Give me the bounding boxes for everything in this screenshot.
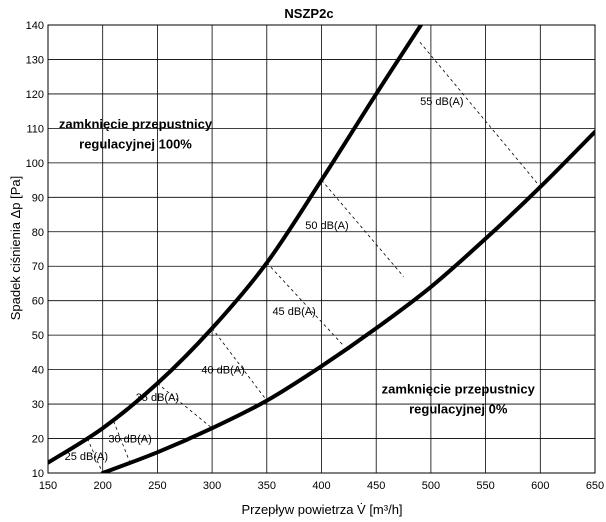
annotation-text: zamknięcie przepustnicy <box>382 382 536 397</box>
x-axis-label: Przepływ powietrza V̇ [m³/h] <box>241 502 402 517</box>
tick-labels: 150 200 250 300 350 400 450 500 550 600 650 10 20 30 4… <box>26 20 605 492</box>
y-tick-label: 50 <box>32 330 44 342</box>
db-line <box>157 383 213 429</box>
y-tick-label: 140 <box>26 20 44 32</box>
annotation-text: zamknięcie przepustnicy <box>59 116 213 131</box>
y-tick-label: 90 <box>32 192 44 204</box>
db-label: 30 dB(A) <box>108 434 151 446</box>
y-tick-label: 60 <box>32 296 44 308</box>
y-tick-label: 20 <box>32 434 44 446</box>
y-tick-label: 80 <box>32 227 44 239</box>
chart-title: NSZP2c <box>284 6 333 21</box>
db-label: 40 dB(A) <box>201 365 244 377</box>
db-line <box>87 438 104 474</box>
y-tick-label: 10 <box>32 468 44 480</box>
y-tick-label: 100 <box>26 158 44 170</box>
x-tick-label: 600 <box>531 480 549 492</box>
curves <box>48 25 595 473</box>
x-tick-label: 150 <box>39 480 57 492</box>
db-label: 55 dB(A) <box>420 96 463 108</box>
annotation-text: regulacyjnej 100% <box>79 136 192 151</box>
db-label: 50 dB(A) <box>305 220 348 232</box>
x-tick-label: 200 <box>94 480 112 492</box>
x-tick-label: 550 <box>476 480 494 492</box>
annotation-text: regulacyjnej 0% <box>409 402 508 417</box>
y-tick-label: 40 <box>32 365 44 377</box>
x-tick-label: 350 <box>258 480 276 492</box>
db-line <box>266 262 344 346</box>
db-lines: 25 dB(A)30 dB(A)35 dB(A)40 dB(A)45 dB(A)… <box>65 41 541 474</box>
series-line-2 <box>100 129 595 473</box>
y-axis-label: Spadek ciśnienia Δp [Pa] <box>8 176 23 321</box>
grid <box>47 24 596 474</box>
x-tick-label: 300 <box>203 480 221 492</box>
plot-frame <box>47 24 596 474</box>
x-tick-label: 650 <box>586 480 604 492</box>
db-label: 25 dB(A) <box>65 451 108 463</box>
annotations: zamknięcie przepustnicy regulacyjnej 100%… <box>59 116 536 416</box>
y-tick-label: 120 <box>26 89 44 101</box>
series-line-1 <box>48 25 424 465</box>
x-tick-label: 500 <box>422 480 440 492</box>
y-tick-label: 130 <box>26 54 44 66</box>
x-tick-label: 400 <box>312 480 330 492</box>
y-tick-label: 110 <box>26 123 44 135</box>
y-tick-label: 70 <box>32 261 44 273</box>
db-label: 45 dB(A) <box>272 306 315 318</box>
db-line <box>113 421 131 463</box>
db-line <box>419 41 541 188</box>
y-tick-label: 30 <box>32 399 44 411</box>
x-tick-label: 250 <box>148 480 166 492</box>
x-tick-label: 450 <box>367 480 385 492</box>
